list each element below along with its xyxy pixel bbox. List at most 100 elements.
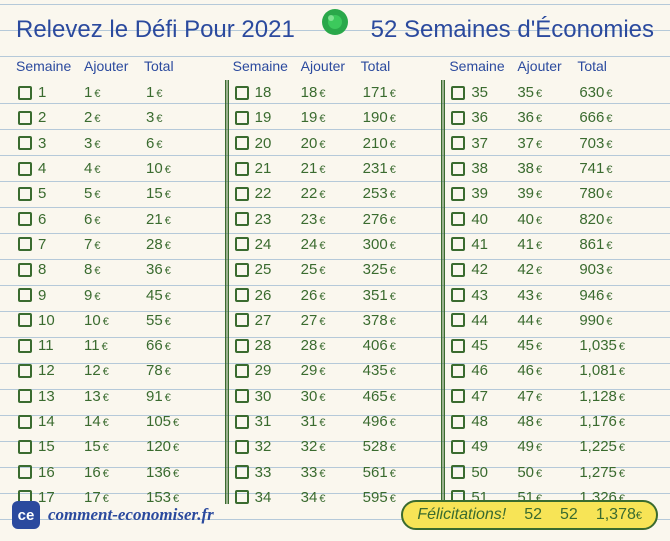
checkbox-icon[interactable] [451,263,465,277]
checkbox-icon[interactable] [235,111,249,125]
checkbox-icon[interactable] [235,339,249,353]
add-cell: 21€ [301,160,361,177]
checkbox-icon[interactable] [18,288,32,302]
checkbox-icon[interactable] [18,187,32,201]
week-number: 2 [38,109,46,126]
add-cell: 31€ [301,413,361,430]
week-number: 3 [38,135,46,152]
checkbox-icon[interactable] [451,136,465,150]
checkbox-icon[interactable] [18,465,32,479]
table-row: 3535€630 € [443,80,660,105]
checkbox-icon[interactable] [235,440,249,454]
total-cell: 1,225 € [577,438,660,455]
checkbox-icon[interactable] [235,162,249,176]
checkbox-icon[interactable] [451,288,465,302]
checkbox-icon[interactable] [235,136,249,150]
week-number: 22 [255,185,272,202]
checkbox-icon[interactable] [18,86,32,100]
checkbox-icon[interactable] [235,212,249,226]
week-cell: 46 [443,362,517,379]
checkbox-icon[interactable] [18,136,32,150]
add-cell: 19€ [301,109,361,126]
table-row: 2525€325 € [227,257,444,282]
site-name: comment-economiser.fr [48,505,214,525]
add-cell: 47€ [517,388,577,405]
checkbox-icon[interactable] [451,415,465,429]
checkbox-icon[interactable] [451,187,465,201]
week-cell: 6 [10,211,84,228]
total-cell: 210 € [361,135,444,152]
week-number: 50 [471,464,488,481]
week-cell: 31 [227,413,301,430]
total-cell: 861 € [577,236,660,253]
header-label: Ajouter [301,58,361,76]
checkbox-icon[interactable] [235,288,249,302]
checkbox-icon[interactable] [235,465,249,479]
total-cell: 300 € [361,236,444,253]
checkbox-icon[interactable] [235,86,249,100]
week-cell: 1 [10,84,84,101]
checkbox-icon[interactable] [235,364,249,378]
checkbox-icon[interactable] [18,212,32,226]
checkbox-icon[interactable] [451,237,465,251]
checkbox-icon[interactable] [18,313,32,327]
table-row: 1212€78 € [10,358,227,383]
header-label: Total [577,58,660,76]
add-cell: 50€ [517,464,577,481]
add-cell: 30€ [301,388,361,405]
add-cell: 12€ [84,362,144,379]
checkbox-icon[interactable] [235,389,249,403]
week-number: 12 [38,362,55,379]
total-cell: 465 € [361,388,444,405]
week-cell: 30 [227,388,301,405]
week-number: 14 [38,413,55,430]
week-cell: 3 [10,135,84,152]
checkbox-icon[interactable] [235,263,249,277]
total-cell: 496 € [361,413,444,430]
week-number: 8 [38,261,46,278]
checkbox-icon[interactable] [451,313,465,327]
week-number: 32 [255,438,272,455]
week-cell: 50 [443,464,517,481]
table-row: 2929€435 € [227,358,444,383]
checkbox-icon[interactable] [451,212,465,226]
add-cell: 7€ [84,236,144,253]
checkbox-icon[interactable] [18,440,32,454]
checkbox-icon[interactable] [18,364,32,378]
title-right: 52 Semaines d'Économies [371,16,654,44]
table-row: 11€1 € [10,80,227,105]
add-cell: 28€ [301,337,361,354]
checkbox-icon[interactable] [235,237,249,251]
checkbox-icon[interactable] [18,162,32,176]
table-row: 4949€1,225 € [443,434,660,459]
checkbox-icon[interactable] [235,187,249,201]
header: Relevez le Défi Pour 2021 52 Semaines d'… [0,0,670,56]
checkbox-icon[interactable] [18,111,32,125]
checkbox-icon[interactable] [451,111,465,125]
checkbox-icon[interactable] [235,313,249,327]
checkbox-icon[interactable] [451,86,465,100]
total-cell: 1 € [144,84,227,101]
week-number: 7 [38,236,46,253]
checkbox-icon[interactable] [451,162,465,176]
checkbox-icon[interactable] [451,389,465,403]
checkbox-icon[interactable] [235,415,249,429]
table-row: 1414€105 € [10,409,227,434]
checkbox-icon[interactable] [451,339,465,353]
table-row: 4545€1,035 € [443,333,660,358]
checkbox-icon[interactable] [18,263,32,277]
table-row: 4444€990 € [443,308,660,333]
checkbox-icon[interactable] [18,389,32,403]
checkbox-icon[interactable] [451,364,465,378]
checkbox-icon[interactable] [18,415,32,429]
checkbox-icon[interactable] [451,465,465,479]
table-row: 2828€406 € [227,333,444,358]
table-row: 2323€276 € [227,206,444,231]
total-cell: 630 € [577,84,660,101]
total-cell: 28 € [144,236,227,253]
table-row: 3939€780 € [443,181,660,206]
checkbox-icon[interactable] [451,440,465,454]
checkbox-icon[interactable] [18,237,32,251]
week-number: 38 [471,160,488,177]
checkbox-icon[interactable] [18,339,32,353]
